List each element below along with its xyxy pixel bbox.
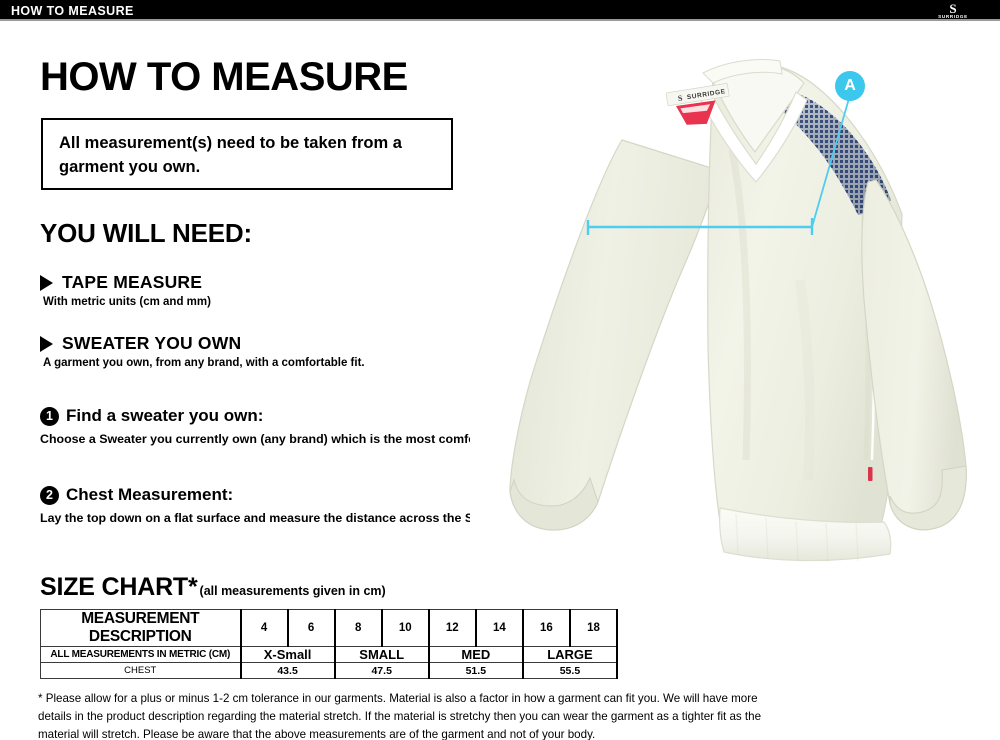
table-row-size-names: ALL MEASUREMENTS IN METRIC (CM) X-Small … bbox=[40, 646, 619, 663]
step-1: 1 Find a sweater you own: Choose a Sweat… bbox=[40, 406, 574, 449]
size-name-cell: X-Small bbox=[239, 646, 336, 663]
size-cell: 8 bbox=[333, 609, 383, 647]
svg-text:S: S bbox=[677, 93, 683, 103]
surridge-logo-mark: S bbox=[949, 0, 957, 16]
size-chart-subtitle: (all measurements given in cm) bbox=[199, 584, 386, 598]
top-bar: HOW TO MEASURE S SURRIDGE bbox=[0, 0, 1000, 21]
neck-care-tag bbox=[676, 100, 716, 125]
need-item-subtitle: With metric units (cm and mm) bbox=[43, 296, 211, 308]
size-cell: 14 bbox=[474, 609, 524, 647]
need-item-title: TAPE MEASURE bbox=[62, 272, 203, 292]
footnote-text: * Please allow for a plus or minus 1-2 c… bbox=[38, 692, 762, 740]
size-name-cell: MED bbox=[427, 646, 524, 663]
table-row-chest: CHEST 43.5 47.5 51.5 55.5 bbox=[40, 662, 619, 679]
size-name-cell: SMALL bbox=[333, 646, 430, 663]
hem-rib-texture bbox=[735, 513, 859, 563]
table-row-sizes: MEASUREMENT DESCRIPTION 4 6 8 10 12 14 1… bbox=[40, 609, 619, 647]
surridge-logo: S SURRIDGE bbox=[924, 1, 982, 21]
step-body: Choose a Sweater you currently own (any … bbox=[40, 432, 574, 446]
size-cell: 4 bbox=[239, 609, 289, 647]
size-cell: 18 bbox=[568, 609, 619, 647]
size-chart-title: SIZE CHART* bbox=[40, 573, 198, 601]
chest-value-cell: 51.5 bbox=[427, 662, 524, 679]
need-item-title: SWEATER YOU OWN bbox=[62, 333, 242, 353]
size-cell: 12 bbox=[427, 609, 477, 647]
top-bar-title: HOW TO MEASURE bbox=[11, 4, 134, 18]
chest-value-cell: 55.5 bbox=[521, 662, 619, 679]
notice-box: All measurement(s) need to be taken from… bbox=[41, 118, 453, 190]
side-brand-tag bbox=[868, 467, 873, 481]
step-number-badge: 1 bbox=[40, 406, 59, 426]
sweater-collar-top bbox=[702, 59, 783, 84]
sweater-left-cuff bbox=[509, 476, 599, 531]
sweater-right-cuff bbox=[889, 465, 967, 531]
chest-value-cell: 47.5 bbox=[333, 662, 430, 679]
size-chart-table: MEASUREMENT DESCRIPTION 4 6 8 10 12 14 1… bbox=[40, 609, 619, 679]
surridge-logo-wordmark: SURRIDGE bbox=[938, 13, 968, 19]
row-label-metric: ALL MEASUREMENTS IN METRIC (CM) bbox=[40, 646, 241, 663]
triangle-bullet-icon bbox=[40, 274, 53, 291]
size-cell: 6 bbox=[286, 609, 336, 647]
row-label-measurement-description: MEASUREMENT DESCRIPTION bbox=[40, 609, 241, 647]
size-name-cell: LARGE bbox=[521, 646, 619, 663]
callout-badge-a: A bbox=[835, 71, 865, 101]
neck-label: SURRIDGE S bbox=[665, 83, 730, 106]
size-cell: 16 bbox=[521, 609, 571, 647]
need-item-subtitle: A garment you own, from any brand, with … bbox=[43, 357, 365, 369]
step-title: Find a sweater you own: bbox=[66, 406, 264, 425]
callout-leader-line bbox=[811, 87, 853, 228]
need-item-tape-measure: TAPE MEASURE With metric units (cm and m… bbox=[40, 272, 211, 308]
size-chart-heading: SIZE CHART* (all measurements given in c… bbox=[40, 573, 386, 602]
sweater-product-photo: SURRIDGE S bbox=[470, 30, 1000, 575]
you-will-need-heading: YOU WILL NEED: bbox=[40, 218, 252, 248]
triangle-bullet-icon bbox=[40, 335, 53, 352]
sweater-hem-band bbox=[719, 507, 892, 562]
need-item-sweater: SWEATER YOU OWN A garment you own, from … bbox=[40, 333, 365, 369]
row-label-chest: CHEST bbox=[40, 662, 241, 679]
step-title: Chest Measurement: bbox=[66, 485, 234, 504]
step-number-badge: 2 bbox=[40, 485, 59, 505]
chest-value-cell: 43.5 bbox=[239, 662, 336, 679]
notice-text: All measurement(s) need to be taken from… bbox=[59, 134, 402, 176]
page-title: HOW TO MEASURE bbox=[40, 55, 408, 99]
size-cell: 10 bbox=[380, 609, 430, 647]
callout-badge-label: A bbox=[844, 77, 856, 94]
